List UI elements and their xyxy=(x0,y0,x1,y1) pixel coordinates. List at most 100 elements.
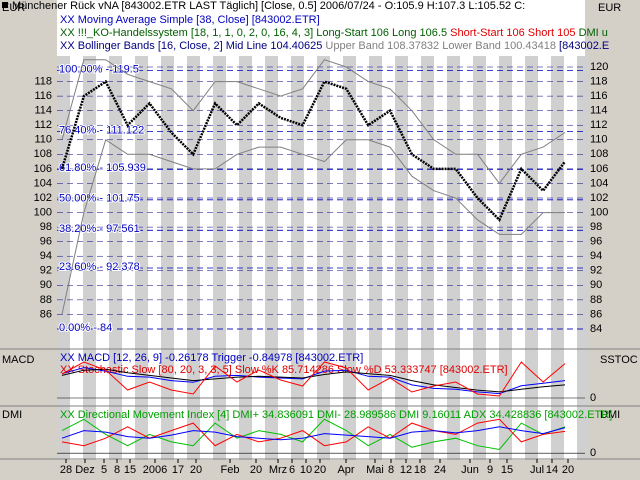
y-tick-label: 114 xyxy=(34,105,52,117)
week-band xyxy=(369,56,382,460)
series-line xyxy=(61,139,565,315)
fib-label: 76.40% - 111.122 xyxy=(59,125,144,137)
y-tick-label: 84 xyxy=(590,323,602,335)
series-line xyxy=(61,361,566,397)
week-band xyxy=(421,56,434,460)
icon xyxy=(2,2,8,8)
x-tick-label: 18 xyxy=(414,464,426,476)
y-tick-label: 110 xyxy=(590,134,608,146)
y-tick-label: 106 xyxy=(34,163,52,175)
x-tick-label: Jul xyxy=(530,464,544,476)
x-tick-label: 8 xyxy=(388,464,394,476)
x-tick-label: 20 xyxy=(562,464,574,476)
y-tick-label: 96 xyxy=(40,236,52,248)
series-line xyxy=(61,426,566,441)
x-tick-label: 2006 xyxy=(143,464,167,476)
week-band xyxy=(473,56,486,460)
x-tick-label: Feb xyxy=(221,464,240,476)
y-tick-label: 116 xyxy=(34,90,52,102)
series-line xyxy=(61,368,566,393)
x-tick-label: Mrz xyxy=(269,464,287,476)
x-tick-label: 5 xyxy=(101,464,107,476)
x-tick-label: 15 xyxy=(501,464,513,476)
y-tick-label: 0 xyxy=(590,447,596,459)
x-tick-label: 20 xyxy=(250,464,262,476)
panel-label: DMI xyxy=(2,409,22,421)
header: XX Moving Average Simple [38, Close] [84… xyxy=(60,14,320,26)
week-band xyxy=(135,56,148,460)
panel-legend: XX MACD [12, 26, 9] -0.26178 Trigger -0.… xyxy=(60,352,363,364)
week-band xyxy=(265,56,278,460)
y-tick-label: 0 xyxy=(590,392,596,404)
y-tick-label: 108 xyxy=(34,148,52,160)
week-band xyxy=(447,56,460,460)
x-tick-label: 12 xyxy=(400,464,412,476)
y-tick-label: 120 xyxy=(590,61,608,73)
x-tick-label: 14 xyxy=(546,464,558,476)
fib-label: 50.00% - 101.75 xyxy=(59,193,140,205)
y-tick-label: 104 xyxy=(34,177,52,189)
week-band xyxy=(291,56,304,460)
y-tick-label: 88 xyxy=(590,294,602,306)
panel-label: MACD xyxy=(2,354,34,366)
y-tick-label: 106 xyxy=(590,163,608,175)
week-band xyxy=(577,56,590,460)
x-tick-label: 17 xyxy=(172,464,184,476)
x-tick-label: 15 xyxy=(124,464,136,476)
y-tick-label: 100 xyxy=(590,206,608,218)
week-band xyxy=(499,56,512,460)
y-tick-label: 90 xyxy=(40,279,52,291)
axis-unit: EUR xyxy=(598,2,621,14)
week-band xyxy=(161,56,174,460)
y-tick-label: 90 xyxy=(590,279,602,291)
y-tick-label: 114 xyxy=(590,105,608,117)
series-line xyxy=(61,367,566,395)
week-band xyxy=(551,56,564,460)
week-band xyxy=(213,56,226,460)
x-tick-label: 28 xyxy=(60,464,72,476)
week-band xyxy=(525,56,538,460)
y-tick-label: 112 xyxy=(34,119,52,131)
y-tick-label: 108 xyxy=(590,148,608,160)
header: XX !!!_KO-Handelssystem [18, 1, 1, 0, 2,… xyxy=(60,27,608,39)
y-tick-label: 102 xyxy=(34,192,52,204)
x-tick-label: Mai xyxy=(366,464,384,476)
week-band xyxy=(317,56,330,460)
x-tick-label: 10 xyxy=(300,464,312,476)
panel-label: DMI xyxy=(600,409,620,421)
y-tick-label: 98 xyxy=(590,221,602,233)
x-tick-label: Jun xyxy=(461,464,479,476)
x-tick-label: 9 xyxy=(487,464,493,476)
x-tick-label: Apr xyxy=(337,464,354,476)
y-tick-label: 118 xyxy=(34,75,52,87)
y-tick-label: 92 xyxy=(590,265,602,277)
y-tick-label: 102 xyxy=(590,192,608,204)
y-tick-label: 88 xyxy=(40,294,52,306)
week-band xyxy=(239,56,252,460)
week-band xyxy=(187,56,200,460)
week-band xyxy=(343,56,356,460)
y-tick-label: 96 xyxy=(590,236,602,248)
x-tick-label: 24 xyxy=(434,464,446,476)
y-tick-label: 94 xyxy=(40,250,52,262)
series-line xyxy=(60,79,566,222)
panel-label: SSTOC xyxy=(600,354,638,366)
week-band xyxy=(109,56,122,460)
y-tick-label: 110 xyxy=(34,134,52,146)
x-tick-label: 6 xyxy=(289,464,295,476)
y-tick-label: 94 xyxy=(590,250,602,262)
fib-label: 38.20% - 97.561 xyxy=(59,223,140,235)
header: Münchener Rück vNA [843002.ETR LAST Tägl… xyxy=(12,0,525,12)
week-band xyxy=(395,56,408,460)
y-tick-label: 112 xyxy=(590,119,608,131)
series-line xyxy=(61,59,566,185)
series-line xyxy=(61,418,566,447)
y-tick-label: 118 xyxy=(590,75,608,87)
x-tick-label: 8 xyxy=(114,464,120,476)
fib-label: 61.80% - 105.939 xyxy=(59,162,146,174)
x-tick-label: 20 xyxy=(314,464,326,476)
fib-label: 0.00% - 84 xyxy=(59,322,112,334)
panel-legend: XX Directional Movement Index [4] DMI+ 3… xyxy=(60,409,612,421)
y-tick-label: 104 xyxy=(590,177,608,189)
